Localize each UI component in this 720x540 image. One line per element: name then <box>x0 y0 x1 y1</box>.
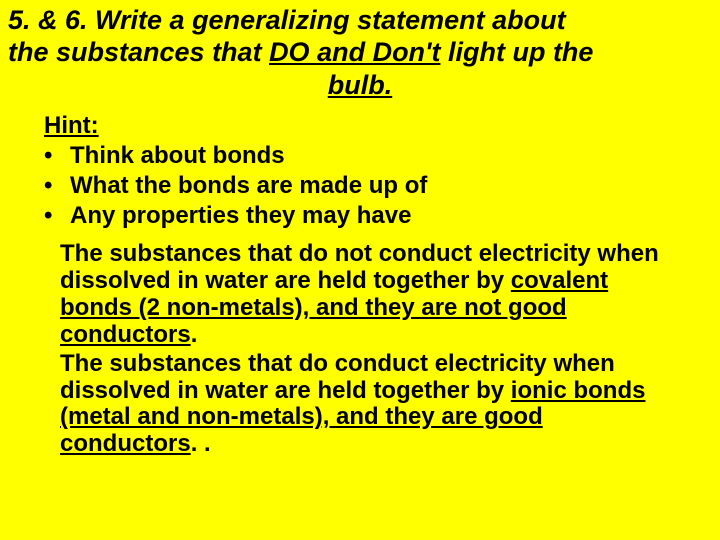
hint-bullet-text: Think about bonds <box>70 141 285 171</box>
bullet-icon: • <box>44 201 70 231</box>
title-line2-pre: the substances that <box>8 37 269 67</box>
hint-bullet-text: Any properties they may have <box>70 201 411 231</box>
slide-title: 5. & 6. Write a generalizing statement a… <box>8 4 712 101</box>
body-paragraph-1: The substances that do not conduct elect… <box>60 241 672 349</box>
title-line1: 5. & 6. Write a generalizing statement a… <box>8 5 566 35</box>
body-p2-post: . . <box>191 430 211 457</box>
bullet-icon: • <box>44 141 70 171</box>
hint-bullet: • What the bonds are made up of <box>44 171 712 201</box>
hint-label: Hint: <box>44 112 99 139</box>
title-line3: bulb. <box>328 70 392 100</box>
hint-bullet: • Any properties they may have <box>44 201 712 231</box>
body-p1-post: . <box>191 321 198 348</box>
body-text: The substances that do not conduct elect… <box>60 241 672 458</box>
bullet-icon: • <box>44 171 70 201</box>
hint-bullet: • Think about bonds <box>44 141 712 171</box>
hint-bullet-text: What the bonds are made up of <box>70 171 427 201</box>
title-line2-underline: DO and Don't <box>269 37 440 67</box>
hint-block: Hint: • Think about bonds • What the bon… <box>44 111 712 231</box>
title-line2-post: light up the <box>440 37 593 67</box>
body-paragraph-2: The substances that do conduct electrici… <box>60 351 672 459</box>
